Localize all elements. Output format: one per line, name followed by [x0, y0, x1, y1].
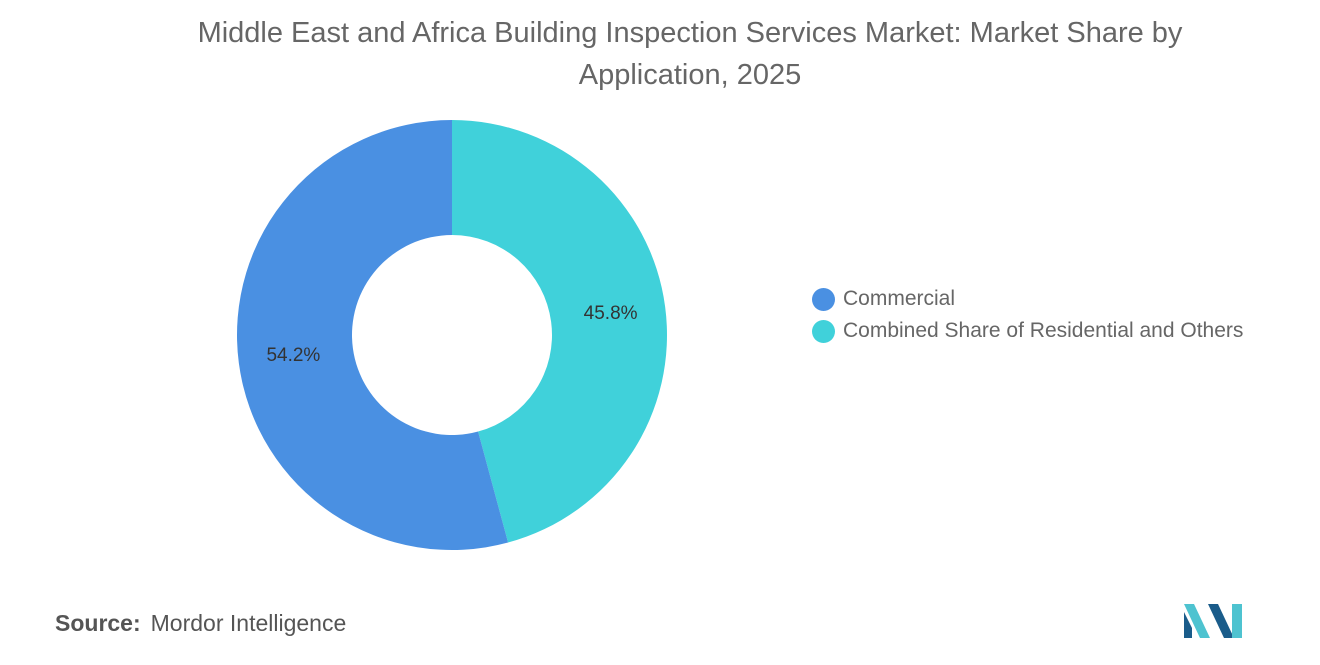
chart-title: Middle East and Africa Building Inspecti… — [197, 17, 1183, 91]
legend-item-commercial[interactable]: Commercial — [812, 283, 1243, 315]
mordor-intelligence-logo-icon — [1184, 604, 1250, 643]
chart-legend: Commercial Combined Share of Residential… — [812, 283, 1243, 347]
donut-data-label: 54.2% — [266, 345, 320, 366]
source-value: Mordor Intelligence — [150, 610, 347, 636]
source-note: Source: Mordor Intelligence — [55, 610, 346, 637]
donut-slice-commercial[interactable] — [236, 120, 509, 551]
logo-shape-left — [1184, 604, 1210, 638]
legend-label-commercial: Commercial — [843, 287, 956, 310]
logo-shape-middle — [1208, 604, 1234, 638]
donut-slice-combined-share-of-residential-and-others[interactable] — [452, 120, 667, 543]
logo-shape-left-stem — [1184, 612, 1192, 638]
logo-shape-right — [1232, 604, 1242, 638]
source-label: Source: — [55, 610, 141, 636]
legend-swatch-residential-others — [812, 319, 835, 343]
donut-data-label: 45.8% — [584, 303, 638, 324]
legend-item-residential-others[interactable]: Combined Share of Residential and Others — [812, 315, 1243, 347]
legend-swatch-commercial — [812, 287, 835, 311]
legend-label-residential-others: Combined Share of Residential and Others — [843, 319, 1244, 342]
